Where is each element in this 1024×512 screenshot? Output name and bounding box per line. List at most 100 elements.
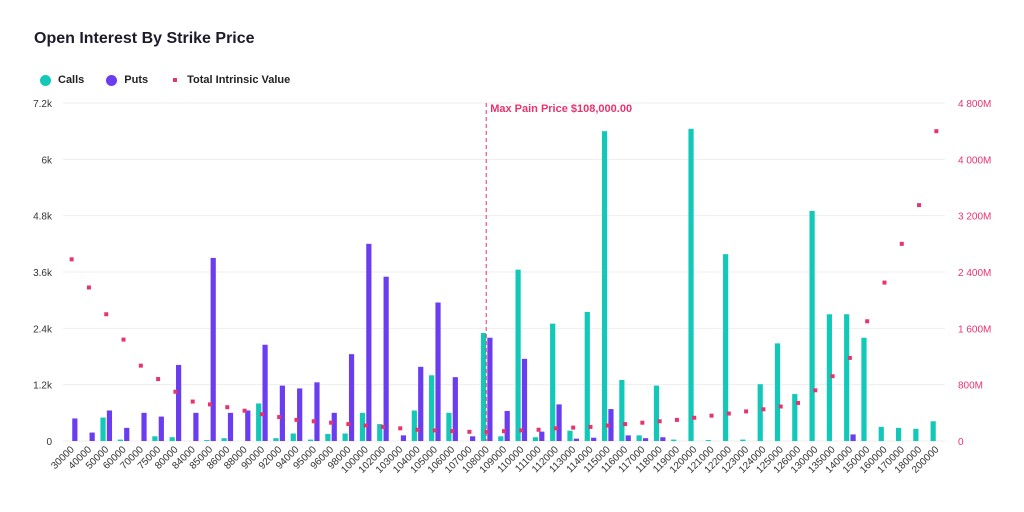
puts-bar [591,437,597,441]
intrinsic-value-point [294,417,299,422]
intrinsic-value-point [208,402,212,407]
puts-bar [158,416,164,441]
intrinsic-value-point [502,429,506,434]
intrinsic-value-point [311,419,316,424]
intrinsic-value-point [726,411,731,416]
intrinsic-value-point [934,129,939,134]
intrinsic-value-point [156,377,161,382]
intrinsic-value-point [882,280,887,285]
right-axis-tick-label: 3 200M [958,212,991,223]
puts-bar [573,438,579,441]
left-axis-tick-label: 1.2k [33,381,53,392]
puts-bar [504,410,510,441]
puts-bar [279,385,285,441]
calls-bar [792,394,798,441]
calls-bar [377,424,383,441]
legend-item-puts[interactable]: Puts [106,74,148,86]
intrinsic-value-point [432,428,437,433]
legend-item-calls[interactable]: Calls [40,74,84,86]
puts-bar [210,257,216,441]
puts-bar [556,404,562,441]
calls-bar [705,440,711,441]
intrinsic-value-point [138,363,143,368]
calls-bar [359,412,366,441]
legend-label-puts: Puts [124,74,149,86]
puts-bar [297,388,303,441]
left-axis-tick-label: 3.6k [33,268,53,279]
intrinsic-value-point [588,424,593,429]
intrinsic-value-point [346,422,351,427]
intrinsic-value-point [674,417,679,422]
intrinsic-value-point [744,409,749,414]
intrinsic-value-point [865,319,870,324]
puts-bar [314,382,320,441]
puts-bar [262,344,268,441]
chart-legend: Calls Puts Total Intrinsic Value [40,74,312,86]
calls-bar [688,128,694,441]
left-axis-tick-label: 4.8k [33,212,53,223]
intrinsic-value-point [173,389,178,394]
puts-bar [348,354,355,441]
calls-bar [601,131,608,441]
intrinsic-value-point [277,415,282,420]
calls-bar [411,410,417,441]
puts-bar [539,431,545,441]
intrinsic-value-point [709,413,714,418]
intrinsic-value-point [415,427,420,432]
legend-item-intrinsic-value[interactable]: Total Intrinsic Value [170,74,290,86]
calls-bar [169,437,175,441]
calls-bar [619,379,625,441]
puts-bar [193,412,199,441]
calls-bar [567,430,573,441]
puts-bar [245,410,251,441]
puts-bar [366,243,372,441]
puts-bar [452,377,458,441]
intrinsic-value-point [519,428,524,433]
calls-bar [895,427,902,441]
intrinsic-value-point [813,388,818,393]
right-axis-tick-label: 2 400M [958,268,991,279]
intrinsic-value-point [450,429,455,434]
calls-bar [100,417,106,441]
calls-bar [653,385,660,441]
calls-bar [204,440,210,441]
calls-bar [221,438,227,441]
intrinsic-value-point [104,312,109,317]
calls-bar [256,403,262,441]
intrinsic-value-point [899,241,904,246]
intrinsic-value-point [398,426,403,431]
intrinsic-value-point [242,408,247,413]
calls-bar [723,254,729,441]
intrinsic-value-point [571,425,576,430]
calls-bar [844,314,850,441]
puts-bar [435,302,441,441]
right-axis-tick-label: 1 600M [958,324,991,335]
calls-bar [152,436,158,441]
calls-bar [584,311,590,441]
intrinsic-value-point [623,422,628,427]
intrinsic-value-point [640,420,645,425]
calls-bar [429,375,435,441]
calls-bar [273,438,279,441]
intrinsic-value-point [380,424,385,429]
calls-bar [342,433,348,441]
legend-swatch-calls [40,74,51,86]
calls-bar [930,421,936,441]
intrinsic-value-point [830,374,835,379]
calls-bar [498,436,504,441]
intrinsic-value-point [190,399,195,404]
intrinsic-value-point [86,285,91,290]
intrinsic-value-point [553,426,558,431]
puts-bar [487,337,493,441]
intrinsic-value-point [363,423,368,428]
calls-bar [480,333,487,441]
calls-bar [307,439,314,441]
max-pain-label: Max Pain Price $108,000.00 [490,103,632,115]
calls-bar [515,269,521,441]
chart-title: Open Interest By Strike Price [34,30,255,47]
calls-bar [740,439,746,441]
puts-bar [89,432,95,441]
puts-bar [470,436,476,441]
puts-bar [331,412,337,441]
intrinsic-value-point [847,355,852,360]
